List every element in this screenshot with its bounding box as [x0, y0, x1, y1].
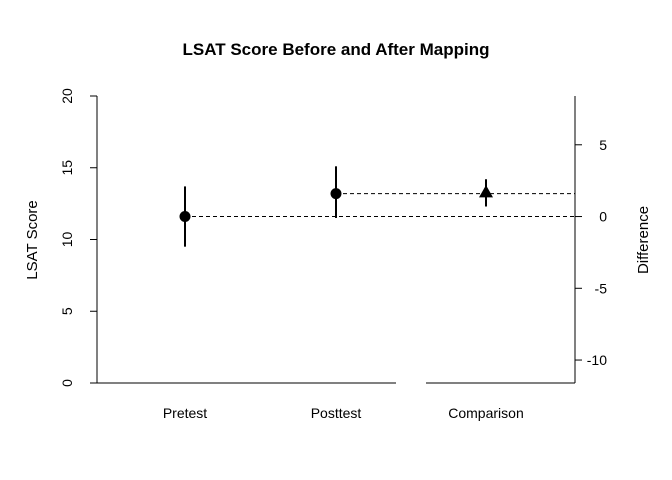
y-tick-label-left: 5 — [59, 307, 75, 315]
y-tick-label-left: 0 — [59, 379, 75, 387]
y-tick-label-left: 10 — [59, 232, 75, 248]
data-point — [179, 211, 191, 223]
chart-marks: 0 5 10 15 20 -10 -5 0 5 Pretest Posttest Comparison — [59, 88, 607, 421]
y-tick-label-right: 0 — [599, 209, 607, 225]
x-category-label: Posttest — [311, 405, 362, 421]
x-category-label: Pretest — [163, 405, 207, 421]
y-tick-label-left: 20 — [59, 88, 75, 104]
y-tick-label-right: -10 — [587, 352, 607, 368]
y-axis-label-left: LSAT Score — [24, 200, 41, 279]
y-tick-label-right: 5 — [599, 137, 607, 153]
data-point-triangle — [479, 185, 493, 198]
y-axis-label-right: Difference — [635, 206, 652, 274]
x-category-label: Comparison — [448, 405, 523, 421]
chart-title: LSAT Score Before and After Mapping — [183, 40, 490, 59]
y-tick-label-left: 15 — [59, 160, 75, 176]
y-tick-label-right: -5 — [595, 280, 608, 296]
data-point — [330, 188, 342, 200]
